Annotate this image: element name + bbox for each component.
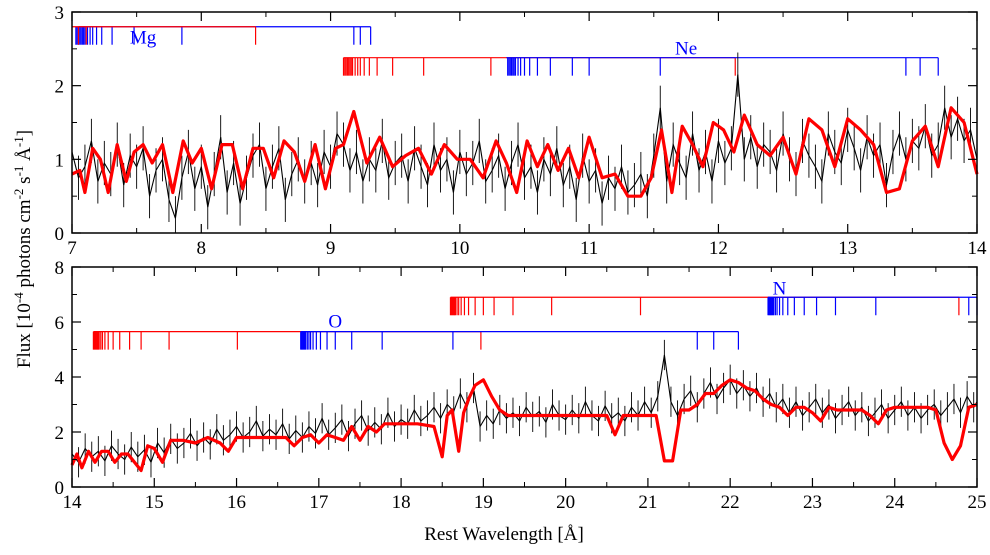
line-list-red-2 <box>449 296 960 316</box>
line-list-red-1 <box>72 26 257 45</box>
model-curve <box>71 106 979 198</box>
x-tick-label: 13 <box>838 238 857 259</box>
x-tick-label: 11 <box>580 238 598 259</box>
x-tick-label: 25 <box>968 492 987 513</box>
line-list-red-2 <box>342 57 736 76</box>
x-tick-label: 15 <box>145 492 164 513</box>
element-label-n: N <box>773 279 787 300</box>
y-tick-label: 2 <box>55 423 65 444</box>
line-list-blue-0 <box>75 26 372 45</box>
x-tick-label: 21 <box>638 492 657 513</box>
data-line <box>71 74 978 219</box>
line-list-blue-3 <box>506 57 939 76</box>
x-tick-label: 20 <box>556 492 575 513</box>
y-tick-label: 8 <box>55 258 65 279</box>
x-axis-label: Rest Wavelength [Å] <box>424 524 584 545</box>
y-tick-label: 0 <box>55 478 65 499</box>
y-tick-label: 4 <box>55 368 65 389</box>
x-tick-label: 22 <box>721 492 740 513</box>
y-tick-label: 6 <box>55 313 65 334</box>
x-tick-label: 12 <box>709 238 728 259</box>
x-tick-label: 8 <box>197 238 207 259</box>
x-tick-label: 16 <box>227 492 246 513</box>
x-tick-label: 10 <box>450 238 469 259</box>
x-tick-label: 7 <box>67 238 77 259</box>
x-tick-label: 23 <box>803 492 822 513</box>
x-tick-label: 9 <box>326 238 336 259</box>
x-tick-label: 14 <box>968 238 988 259</box>
x-tick-label: 18 <box>392 492 411 513</box>
element-label-mg: Mg <box>130 28 157 49</box>
x-tick-label: 17 <box>309 492 328 513</box>
line-list-blue-1 <box>300 331 740 350</box>
y-tick-label: 0 <box>55 224 65 245</box>
y-tick-label: 3 <box>55 3 65 24</box>
y-axis-label: Flux [10-4 photons cm-2 s-1 Å-1] <box>11 130 35 368</box>
data-line <box>71 354 978 464</box>
data-series <box>71 52 978 233</box>
plot-frame <box>71 266 978 488</box>
line-list-blue-3 <box>767 296 978 316</box>
x-tick-label: 14 <box>63 492 83 513</box>
model-curve <box>70 378 978 473</box>
x-tick-label: 24 <box>885 492 905 513</box>
y-tick-label: 2 <box>55 77 65 98</box>
x-tick-label: 19 <box>474 492 493 513</box>
line-list-red-0 <box>92 331 482 350</box>
element-label-o: O <box>328 312 342 333</box>
element-label-ne: Ne <box>675 39 697 60</box>
y-tick-label: 1 <box>55 150 65 171</box>
